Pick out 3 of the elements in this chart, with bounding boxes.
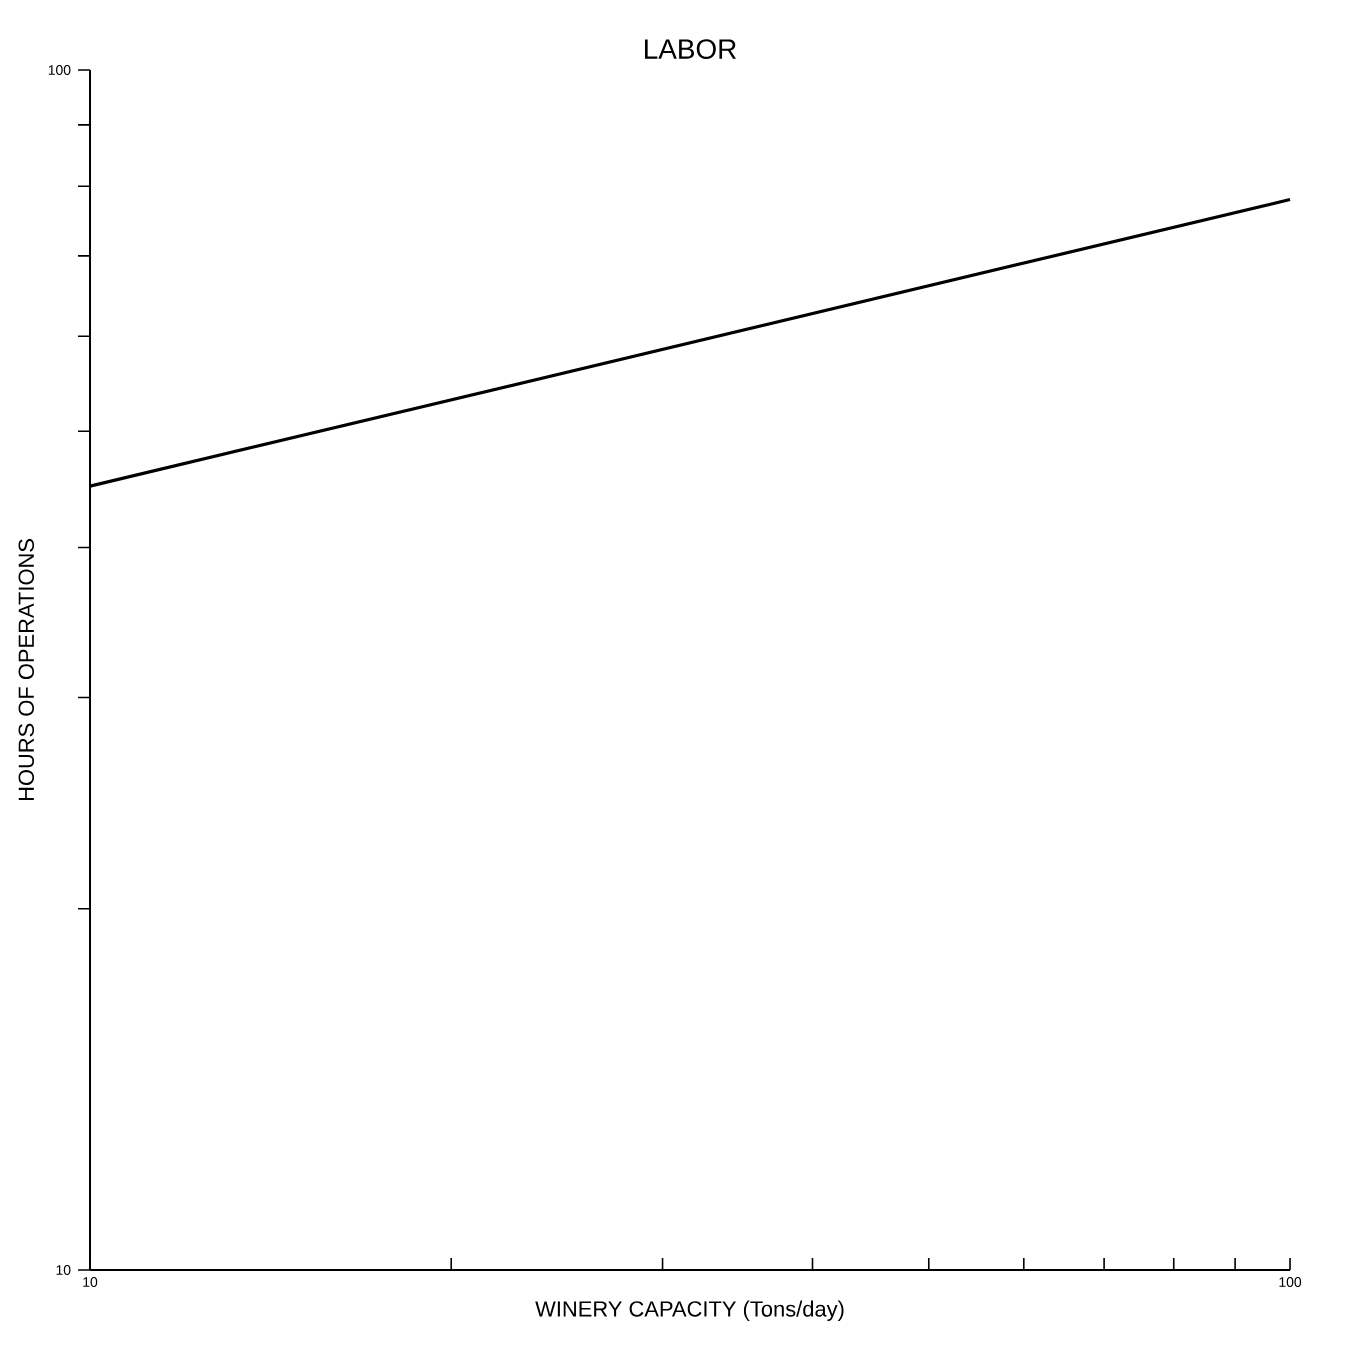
y-axis-title: HOURS OF OPERATIONS — [18, 539, 35, 801]
chart-title: LABOR — [645, 39, 737, 59]
x-axis-title: WINERY CAPACITY (Tons/day) — [535, 1300, 844, 1321]
